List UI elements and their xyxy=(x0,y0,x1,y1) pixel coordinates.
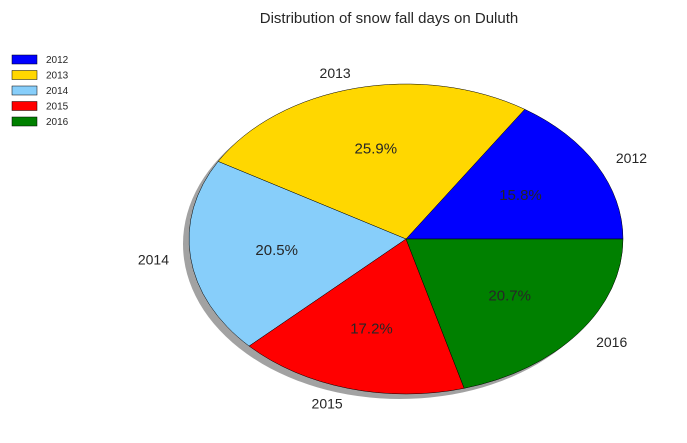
slice-label-2013: 2013 xyxy=(320,65,351,81)
slice-label-2014: 2014 xyxy=(138,251,169,267)
pie-slice-2014 xyxy=(188,161,407,347)
legend: 2012 2013 2014 2015 2016 xyxy=(11,54,69,128)
slice-label-2015: 2015 xyxy=(312,395,343,411)
legend-label-2013: 2013 xyxy=(46,71,69,82)
slice-value-label-2012: 15.8% xyxy=(499,187,542,204)
pie-slice-2013 xyxy=(217,83,526,240)
legend-swatch-2015 xyxy=(11,101,38,111)
legend-swatch-2013 xyxy=(11,70,38,80)
pie-slices xyxy=(188,83,624,395)
legend-label-2012: 2012 xyxy=(46,55,69,66)
pie-slice-2016 xyxy=(405,238,624,389)
pie-slice-2012 xyxy=(405,108,624,240)
legend-swatch-2016 xyxy=(11,116,38,127)
slice-value-label-2015: 17.2% xyxy=(350,321,393,338)
pie-slice-2015 xyxy=(248,238,465,395)
slice-label-2012: 2012 xyxy=(616,150,647,166)
slice-value-label-2016: 20.7% xyxy=(488,287,531,304)
slice-value-label-2013: 25.9% xyxy=(355,141,398,158)
pie-labels: 2012 15.8% 2013 25.9% 2014 20.5% 2015 17.2% 2016… xyxy=(138,65,647,411)
legend-label-2015: 2015 xyxy=(46,102,69,113)
legend-swatch-2012 xyxy=(11,54,38,65)
legend-swatch-2014 xyxy=(11,85,38,96)
legend-label-2014: 2014 xyxy=(46,86,69,97)
slice-label-2016: 2016 xyxy=(596,334,627,350)
chart-title: Distribution of snow fall days on Duluth xyxy=(260,10,518,27)
legend-label-2016: 2016 xyxy=(46,117,69,128)
slice-value-label-2014: 20.5% xyxy=(255,242,298,259)
